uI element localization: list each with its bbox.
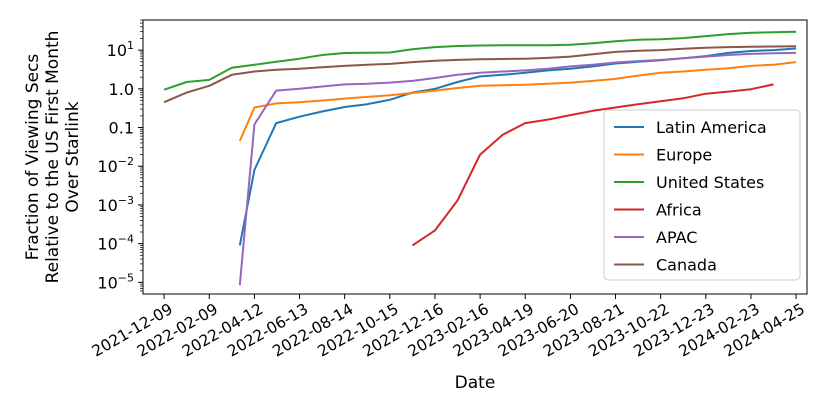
y-axis-label-line-2: Relative to the US First Month bbox=[43, 31, 63, 284]
y-axis-label-line-1: Fraction of Viewing Secs bbox=[23, 54, 43, 261]
y-tick-exponent: −3 bbox=[118, 194, 134, 207]
legend-label: United States bbox=[656, 173, 764, 192]
y-tick-exponent: −5 bbox=[118, 271, 134, 284]
legend-label: Canada bbox=[656, 256, 717, 275]
y-tick-label: 101 bbox=[107, 39, 134, 60]
y-tick-base: 10 bbox=[97, 273, 117, 292]
y-tick-label: 10−5 bbox=[97, 271, 134, 292]
series-line-europe bbox=[238, 61, 797, 142]
y-tick-exponent: −2 bbox=[118, 155, 134, 168]
series-line-canada bbox=[163, 45, 797, 104]
series-line-africa bbox=[411, 83, 774, 247]
y-axis-label: Fraction of Viewing Secs Relative to the… bbox=[23, 31, 83, 284]
legend-box bbox=[603, 109, 801, 281]
legend-label: APAC bbox=[656, 228, 697, 247]
y-tick-label: 10−2 bbox=[97, 155, 134, 176]
series-line-apac bbox=[238, 51, 797, 286]
y-axis-label-line-3: Over Starlink bbox=[63, 101, 83, 212]
y-tick-label: 0.1 bbox=[109, 119, 134, 138]
legend-label: Europe bbox=[656, 146, 712, 165]
y-tick-exponent: −4 bbox=[118, 233, 134, 246]
y-tick-base: 10 bbox=[107, 41, 127, 60]
x-axis: 2021-12-092022-02-092022-04-122022-06-13… bbox=[89, 294, 808, 361]
x-axis-label: Date bbox=[455, 373, 496, 393]
y-tick-base: 10 bbox=[97, 196, 117, 215]
y-tick-label: 1.0 bbox=[109, 80, 134, 99]
legend-label: Africa bbox=[656, 201, 702, 220]
series-line-united-states bbox=[163, 30, 797, 91]
y-tick-label: 10−4 bbox=[97, 233, 134, 254]
y-tick-base: 10 bbox=[97, 157, 117, 176]
y-tick-label: 10−3 bbox=[97, 194, 134, 215]
y-tick-base: 10 bbox=[97, 235, 117, 254]
legend-label: Latin America bbox=[656, 118, 767, 137]
plot-frame bbox=[142, 19, 808, 295]
legend: Latin America Europe United States Africa AP… bbox=[603, 109, 801, 281]
y-tick-exponent: 1 bbox=[127, 39, 134, 52]
